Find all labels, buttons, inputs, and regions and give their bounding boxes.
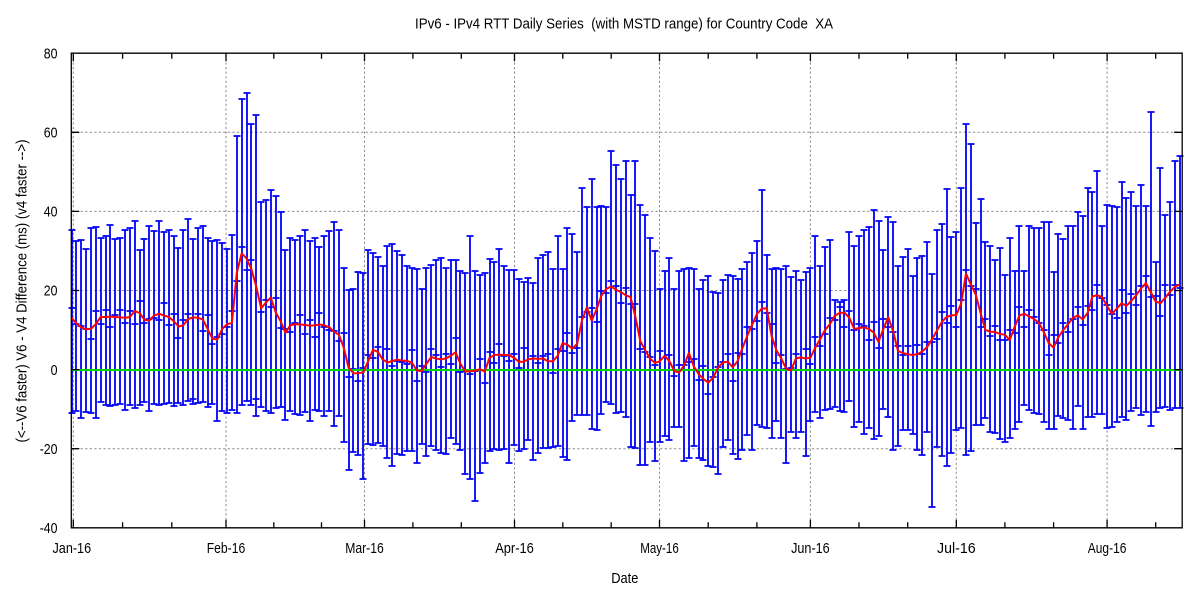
- svg-text:Date: Date: [611, 570, 638, 587]
- svg-text:40: 40: [44, 204, 58, 221]
- svg-text:-20: -20: [40, 441, 58, 458]
- svg-text:0: 0: [51, 362, 58, 379]
- svg-text:May-16: May-16: [640, 540, 679, 557]
- svg-text:Jul-16: Jul-16: [937, 540, 976, 557]
- svg-text:-40: -40: [40, 520, 58, 537]
- svg-text:Aug-16: Aug-16: [1088, 540, 1127, 557]
- svg-text:Jun-16: Jun-16: [791, 540, 830, 557]
- svg-text:Jan-16: Jan-16: [53, 540, 92, 557]
- svg-text:20: 20: [44, 283, 58, 300]
- svg-text:Feb-16: Feb-16: [207, 540, 246, 557]
- svg-text:IPv6 - IPv4 RTT Daily Series: IPv6 - IPv4 RTT Daily Series (with MSTD …: [415, 16, 833, 33]
- svg-text:60: 60: [44, 125, 58, 142]
- svg-text:80: 80: [44, 45, 58, 62]
- svg-text:(<--V6 faster) V6 - V4 Differe: (<--V6 faster) V6 - V4 Difference (ms) (…: [14, 140, 31, 443]
- svg-text:Mar-16: Mar-16: [345, 540, 384, 557]
- svg-text:Apr-16: Apr-16: [495, 540, 534, 557]
